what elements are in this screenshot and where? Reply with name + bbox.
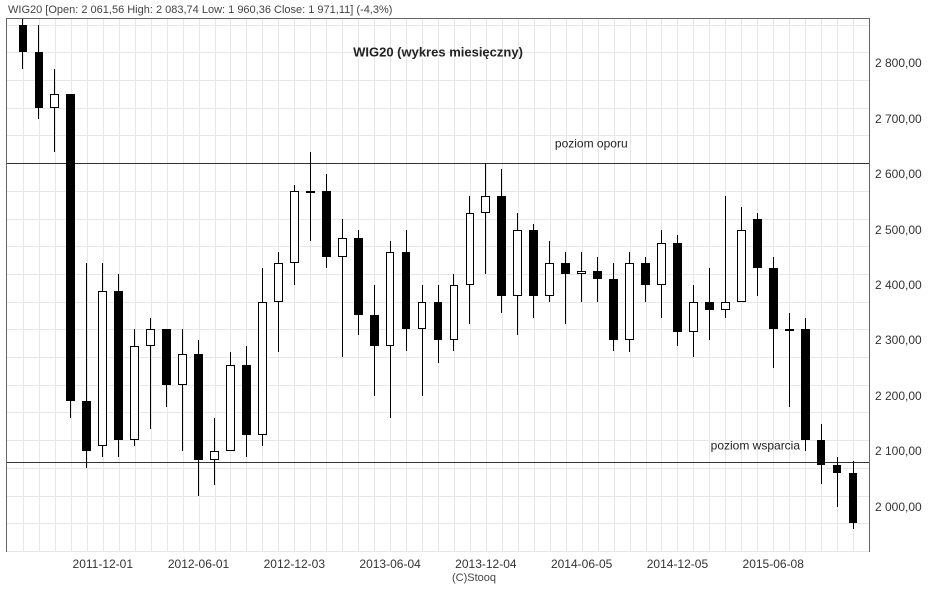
candle-body xyxy=(306,191,315,193)
y-axis-label: 2 700,00 xyxy=(869,112,922,126)
candle-body xyxy=(226,365,235,451)
candle-body xyxy=(577,271,586,274)
candle-wick xyxy=(581,252,582,302)
candle-body xyxy=(657,243,666,285)
x-axis-label: 2013-06-04 xyxy=(359,551,420,571)
y-axis-label: 2 800,00 xyxy=(869,56,922,70)
y-axis-label: 2 300,00 xyxy=(869,333,922,347)
chart-annotation: poziom wsparcia xyxy=(711,439,800,453)
candle-body xyxy=(98,291,107,446)
candle-body xyxy=(705,302,714,310)
y-axis-label: 2 200,00 xyxy=(869,389,922,403)
candle-body xyxy=(338,238,347,257)
candle-body xyxy=(402,252,411,330)
candle-body xyxy=(194,354,203,459)
candle-body xyxy=(481,196,490,213)
x-axis-label: 2012-06-01 xyxy=(168,551,229,571)
candle-body xyxy=(561,263,570,274)
candle-body xyxy=(418,302,427,330)
candle-body xyxy=(753,219,762,269)
candle-body xyxy=(35,52,44,107)
candle-body xyxy=(593,271,602,279)
candle-body xyxy=(434,302,443,341)
x-axis-label: 2015-06-08 xyxy=(743,551,804,571)
candle-body xyxy=(817,440,826,465)
candle-body xyxy=(370,315,379,345)
x-axis-label: 2011-12-01 xyxy=(73,551,134,571)
candle-body xyxy=(769,268,778,329)
candle-body xyxy=(210,451,219,459)
x-axis-label: 2013-12-04 xyxy=(455,551,516,571)
candle-body xyxy=(114,291,123,441)
candle-wick xyxy=(485,163,486,274)
y-axis-label: 2 500,00 xyxy=(869,223,922,237)
reference-line xyxy=(7,462,869,463)
candle-body xyxy=(386,252,395,346)
candle-body xyxy=(258,302,267,435)
candle-body xyxy=(625,263,634,341)
candle-body xyxy=(130,346,139,440)
y-axis-label: 2 400,00 xyxy=(869,278,922,292)
candle-body xyxy=(242,365,251,434)
candle-body xyxy=(721,302,730,310)
chart-annotation: poziom oporu xyxy=(555,137,628,151)
candle-wick xyxy=(310,152,311,241)
y-axis-label: 2 100,00 xyxy=(869,444,922,458)
y-axis-label: 2 000,00 xyxy=(869,500,922,514)
chart-title: WIG20 (wykres miesięczny) xyxy=(353,45,523,60)
y-axis-label: 2 600,00 xyxy=(869,167,922,181)
candle-body xyxy=(466,213,475,285)
candle-body xyxy=(833,465,842,473)
candle-wick xyxy=(54,69,55,152)
candle-body xyxy=(737,230,746,302)
candle-body xyxy=(497,196,506,296)
candle-body xyxy=(354,238,363,316)
candle-body xyxy=(849,473,858,522)
x-axis-label: 2014-12-05 xyxy=(647,551,708,571)
candle-wick xyxy=(789,313,790,407)
candle-body xyxy=(290,191,299,263)
candle-body xyxy=(50,94,59,108)
x-axis-label: 2012-12-03 xyxy=(264,551,325,571)
x-axis-label: 2014-06-05 xyxy=(551,551,612,571)
candle-body xyxy=(322,191,331,258)
candle-body xyxy=(162,329,171,384)
candle-wick xyxy=(725,196,726,318)
candle-body xyxy=(785,329,794,331)
reference-line xyxy=(7,163,869,164)
candle-wick xyxy=(182,329,183,451)
candle-body xyxy=(609,279,618,340)
copyright-label: (C)Stooq xyxy=(452,572,496,584)
candle-body xyxy=(673,243,682,332)
candle-body xyxy=(641,263,650,285)
candle-body xyxy=(82,401,91,451)
candle-body xyxy=(545,263,554,296)
candle-body xyxy=(529,230,538,297)
candle-body xyxy=(801,329,810,440)
ohlc-header: WIG20 [Open: 2 061,56 High: 2 083,74 Low… xyxy=(8,4,392,16)
candle-body xyxy=(513,230,522,297)
chart-plot-area: 2 000,002 100,002 200,002 300,002 400,00… xyxy=(6,18,870,552)
candle-body xyxy=(450,285,459,340)
candle-body xyxy=(66,94,75,402)
candle-body xyxy=(178,354,187,384)
candle-body xyxy=(146,329,155,346)
candle-body xyxy=(19,25,28,53)
candle-body xyxy=(689,302,698,332)
candle-body xyxy=(274,263,283,302)
